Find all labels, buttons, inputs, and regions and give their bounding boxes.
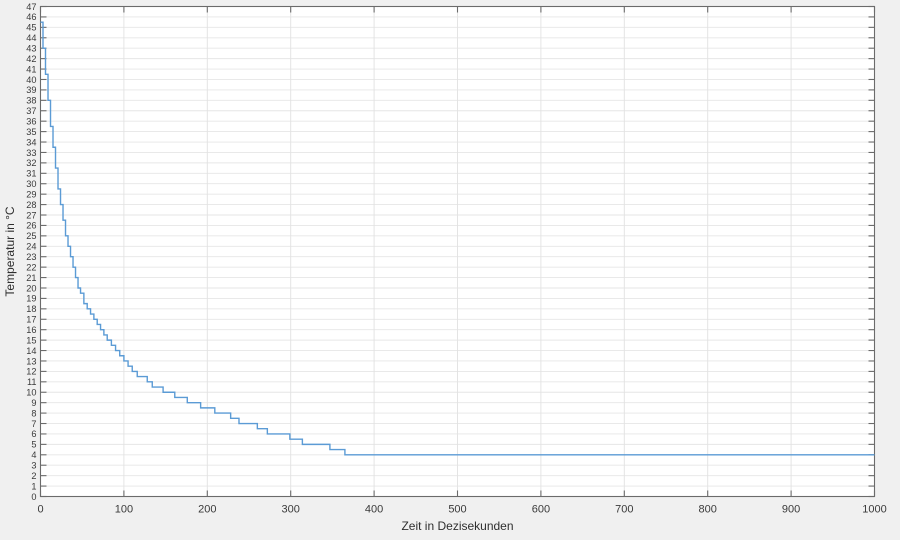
y-tick-label: 35	[26, 127, 36, 137]
y-tick-label: 40	[26, 75, 36, 85]
y-tick-label: 8	[31, 408, 36, 418]
x-tick-label: 500	[448, 504, 466, 516]
y-tick-labels: 0123456789101112131415161718192021222324…	[26, 2, 36, 502]
y-tick-label: 9	[31, 398, 36, 408]
y-tick-label: 3	[31, 461, 36, 471]
y-tick-label: 19	[26, 294, 36, 304]
y-tick-label: 15	[26, 335, 36, 345]
y-tick-label: 6	[31, 429, 36, 439]
y-tick-label: 26	[26, 221, 36, 231]
y-tick-label: 18	[26, 304, 36, 314]
x-tick-label: 100	[115, 504, 133, 516]
x-tick-label: 200	[198, 504, 216, 516]
y-tick-label: 14	[26, 346, 36, 356]
y-tick-label: 25	[26, 231, 36, 241]
y-tick-label: 0	[31, 492, 36, 502]
y-tick-label: 27	[26, 210, 36, 220]
y-tick-label: 33	[26, 148, 36, 158]
y-tick-label: 23	[26, 252, 36, 262]
y-tick-label: 42	[26, 54, 36, 64]
x-axis-title: Zeit in Dezisekunden	[401, 519, 513, 533]
y-tick-label: 28	[26, 200, 36, 210]
y-tick-label: 46	[26, 12, 36, 22]
y-tick-label: 36	[26, 116, 36, 126]
y-tick-label: 37	[26, 106, 36, 116]
y-tick-label: 4	[31, 450, 36, 460]
x-tick-label: 900	[782, 504, 800, 516]
y-tick-label: 43	[26, 44, 36, 54]
y-tick-label: 30	[26, 179, 36, 189]
x-tick-label: 800	[699, 504, 717, 516]
y-tick-label: 5	[31, 440, 36, 450]
y-tick-label: 38	[26, 96, 36, 106]
y-tick-label: 31	[26, 169, 36, 179]
y-tick-label: 20	[26, 283, 36, 293]
y-tick-label: 34	[26, 137, 36, 147]
y-tick-label: 11	[27, 377, 37, 387]
y-tick-label: 13	[26, 356, 36, 366]
x-tick-label: 700	[615, 504, 633, 516]
y-tick-label: 45	[26, 23, 36, 33]
y-tick-label: 16	[26, 325, 36, 335]
y-tick-label: 10	[26, 388, 36, 398]
y-tick-label: 12	[26, 367, 36, 377]
x-gridlines	[123, 6, 792, 497]
y-tick-label: 21	[26, 273, 36, 283]
y-tick-label: 22	[26, 262, 36, 272]
temperature-series-line	[40, 21, 875, 456]
y-tick-label: 44	[26, 33, 36, 43]
x-tick-label: 600	[532, 504, 550, 516]
y-axis-title: Temperatur in °C	[3, 206, 17, 296]
y-tick-label: 1	[31, 481, 36, 491]
x-tick-labels: 0 100 200 300 400 500 600 700 800 900 1000	[37, 504, 886, 516]
y-tick-label: 7	[31, 419, 36, 429]
x-tick-label: 0	[37, 504, 43, 516]
y-tick-label: 2	[31, 471, 36, 481]
axis-frame	[39, 5, 876, 498]
x-tick-label: 300	[282, 504, 300, 516]
y-tick-label: 41	[26, 64, 36, 74]
y-tick-label: 17	[26, 315, 36, 325]
y-tick-label: 29	[26, 189, 36, 199]
y-tick-label: 47	[26, 2, 36, 12]
y-tick-label: 32	[26, 158, 36, 168]
x-tick-label: 400	[365, 504, 383, 516]
y-tick-label: 39	[26, 85, 36, 95]
y-tick-label: 24	[26, 242, 36, 252]
x-tick-label: 1000	[862, 504, 886, 516]
y-tick-marks	[40, 5, 875, 498]
